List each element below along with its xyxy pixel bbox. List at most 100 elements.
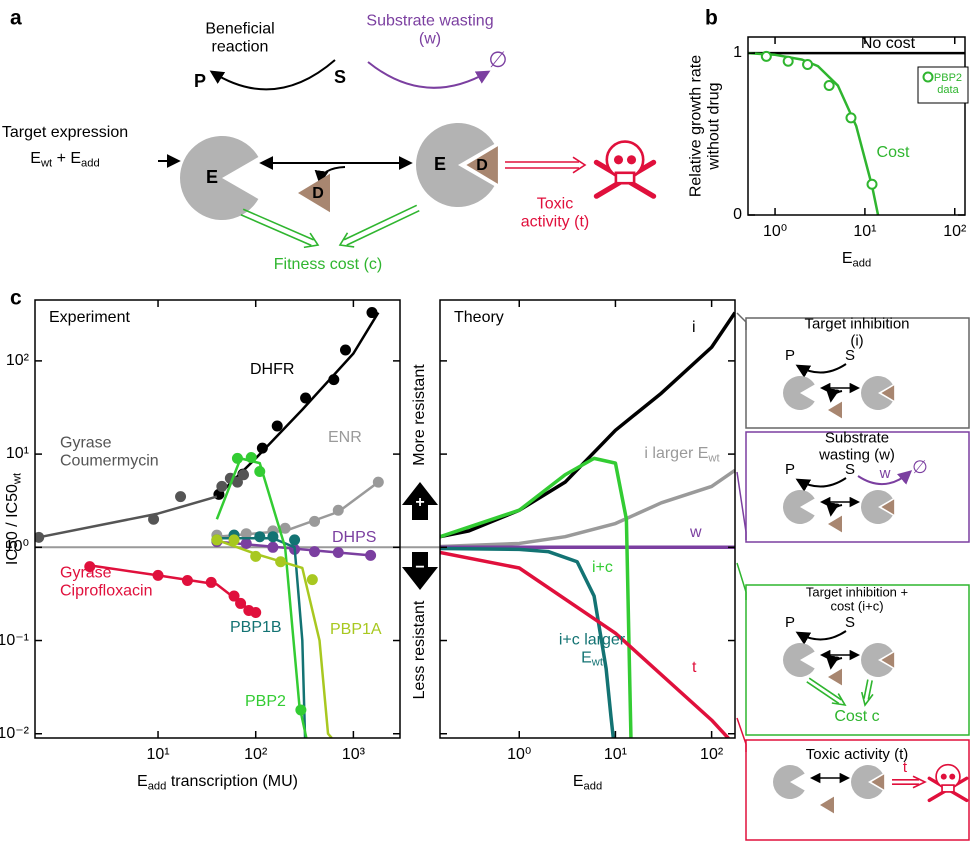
label: ∅ — [488, 48, 507, 72]
model-title: Substrate wasting (w) — [801, 431, 914, 464]
series-label: Cost — [877, 144, 910, 162]
point — [334, 548, 343, 557]
x-axis-label: Eadd — [842, 250, 871, 270]
arrow-head — [573, 157, 585, 173]
subscript: wt — [708, 453, 719, 465]
label: + — [415, 494, 424, 512]
text-part: E — [573, 773, 584, 790]
chart-title: Experiment — [49, 309, 130, 327]
panel-label: c — [10, 286, 22, 309]
point — [233, 454, 242, 463]
label: ∅ — [912, 458, 928, 478]
y-tick-label: 1 — [733, 44, 742, 62]
legend-label: PBP2 data — [928, 72, 968, 96]
point — [276, 557, 285, 566]
series-label: Gyrase Ciprofloxacin — [60, 564, 150, 599]
point — [183, 576, 192, 585]
subscript: add — [81, 158, 100, 170]
series-label: PBP1B — [230, 619, 282, 637]
label: D — [312, 185, 324, 203]
x-tick-label: 10⁰ — [763, 223, 787, 241]
subscript: add — [148, 781, 167, 793]
point — [258, 444, 267, 453]
label: t — [903, 760, 907, 777]
panel-label: a — [10, 6, 22, 29]
y-axis-label: Relative growth rate without drug — [687, 41, 722, 211]
point — [308, 575, 317, 584]
point — [290, 535, 299, 544]
series-label: w — [690, 524, 702, 542]
point — [329, 375, 338, 384]
panel-label: b — [705, 6, 718, 29]
point — [255, 532, 264, 541]
text-part: E — [137, 773, 148, 790]
x-tick-label: 10² — [244, 746, 267, 764]
point — [230, 535, 239, 544]
point — [868, 180, 877, 189]
subscript: wt — [12, 473, 24, 484]
arrow — [368, 62, 488, 88]
label: Ewt + Eadd — [0, 150, 140, 170]
skull-eye — [614, 155, 623, 164]
point — [310, 517, 319, 526]
skull-eye — [949, 774, 955, 780]
reaction-label: Beneficial reaction — [190, 20, 290, 55]
label: D — [476, 157, 488, 175]
text-part: i larger E — [644, 445, 708, 462]
series-label: DHPS — [332, 529, 376, 547]
label: Less resistant — [411, 580, 429, 720]
label: More resistant — [411, 345, 429, 485]
x-tick-label: 10¹ — [853, 223, 876, 241]
subscript: add — [853, 258, 872, 270]
label: Cost c — [834, 708, 879, 726]
text-part: IC50 / IC50 — [4, 484, 21, 565]
x-tick-label: 10¹ — [146, 746, 169, 764]
label: S — [845, 462, 855, 479]
connector — [737, 718, 746, 752]
label: − — [415, 559, 424, 577]
text-part: E — [30, 150, 41, 167]
plot-area — [34, 308, 383, 738]
series-label: Gyrase Coumermycin — [60, 434, 150, 469]
series-label: PBP1A — [330, 621, 382, 639]
model-title: Toxic activity (t) — [806, 747, 909, 764]
point — [784, 57, 793, 66]
point — [341, 345, 350, 354]
label: E — [206, 168, 218, 188]
subscript: wt — [592, 656, 603, 668]
y-tick-label: 10⁻² — [0, 725, 29, 743]
chart-title: Theory — [454, 309, 504, 327]
label: P — [785, 615, 795, 632]
label: Toxic activity (t) — [513, 195, 598, 230]
point — [301, 393, 310, 402]
point — [217, 482, 226, 491]
arrow-line — [347, 211, 420, 245]
x-axis-label: Eadd — [573, 773, 602, 793]
line — [440, 313, 735, 537]
series-label: No cost — [861, 35, 915, 53]
point — [236, 599, 245, 608]
fit-line — [39, 497, 217, 538]
connector — [737, 313, 746, 330]
connector — [737, 472, 746, 540]
point — [846, 113, 855, 122]
x-tick-label: 10¹ — [604, 746, 627, 764]
connector — [737, 563, 746, 600]
model-title: Target inhibition + cost (i+c) — [801, 586, 914, 615]
y-tick-label: 0 — [733, 206, 742, 224]
arrow-line — [241, 215, 311, 246]
skull-jaw — [616, 173, 634, 183]
point — [367, 308, 376, 317]
series-label: ENR — [328, 429, 362, 447]
point — [825, 81, 834, 90]
y-axis-label: IC50 / IC50wt — [4, 473, 24, 565]
enzyme — [180, 136, 258, 220]
label: Fitness cost (c) — [274, 256, 382, 274]
label: w — [880, 466, 891, 483]
arrow-line — [243, 209, 313, 240]
point — [247, 453, 256, 462]
subscript: wt — [41, 158, 52, 170]
point — [268, 543, 277, 552]
point — [242, 529, 251, 538]
point — [154, 571, 163, 580]
